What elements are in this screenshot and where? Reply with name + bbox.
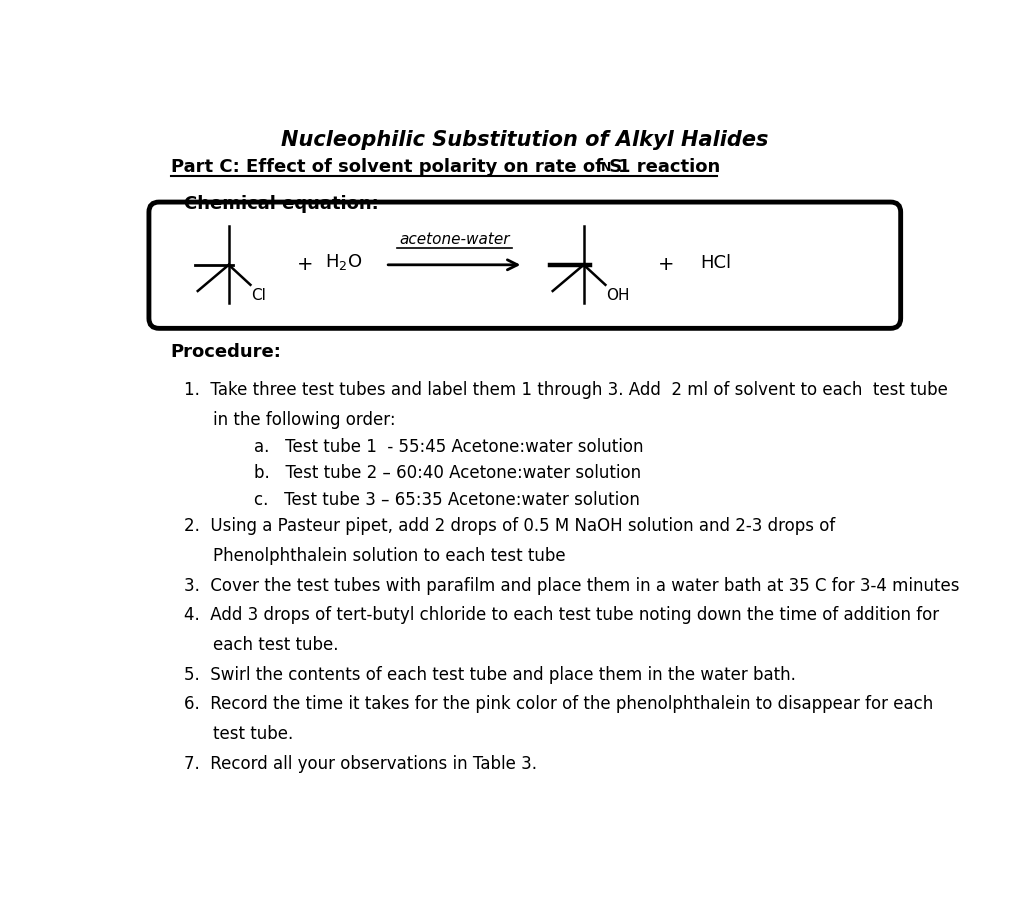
Text: N: N	[601, 161, 611, 174]
Text: each test tube.: each test tube.	[213, 636, 339, 654]
Text: Procedure:: Procedure:	[171, 343, 282, 361]
Text: Chemical equation:: Chemical equation:	[183, 196, 379, 214]
Text: Nucleophilic Substitution of Alkyl Halides: Nucleophilic Substitution of Alkyl Halid…	[282, 131, 768, 150]
Text: Phenolphthalein solution to each test tube: Phenolphthalein solution to each test tu…	[213, 547, 566, 565]
Text: 5.  Swirl the contents of each test tube and place them in the water bath.: 5. Swirl the contents of each test tube …	[183, 666, 796, 684]
Text: 7.  Record all your observations in Table 3.: 7. Record all your observations in Table…	[183, 754, 537, 772]
Text: b.   Test tube 2 – 60:40 Acetone:water solution: b. Test tube 2 – 60:40 Acetone:water sol…	[254, 464, 641, 482]
Text: 1.  Take three test tubes and label them 1 through 3. Add  2 ml of solvent to ea: 1. Take three test tubes and label them …	[183, 381, 947, 399]
Text: acetone-water: acetone-water	[399, 232, 510, 247]
Text: c.   Test tube 3 – 65:35 Acetone:water solution: c. Test tube 3 – 65:35 Acetone:water sol…	[254, 491, 639, 509]
Text: a.   Test tube 1  - 55:45 Acetone:water solution: a. Test tube 1 - 55:45 Acetone:water sol…	[254, 438, 643, 456]
Text: OH: OH	[606, 288, 630, 303]
Text: HCl: HCl	[699, 254, 731, 272]
Text: +: +	[658, 255, 675, 274]
Text: in the following order:: in the following order:	[213, 411, 396, 429]
Text: H$_2$O: H$_2$O	[325, 251, 362, 272]
Text: 4.  Add 3 drops of tert-butyl chloride to each test tube noting down the time of: 4. Add 3 drops of tert-butyl chloride to…	[183, 606, 939, 624]
Text: Part C: Effect of solvent polarity on rate of S: Part C: Effect of solvent polarity on ra…	[171, 159, 622, 177]
Text: Cl: Cl	[251, 288, 266, 303]
Text: 3.  Cover the test tubes with parafilm and place them in a water bath at 35 C fo: 3. Cover the test tubes with parafilm an…	[183, 577, 959, 595]
Text: 6.  Record the time it takes for the pink color of the phenolphthalein to disapp: 6. Record the time it takes for the pink…	[183, 696, 933, 714]
Text: test tube.: test tube.	[213, 725, 294, 743]
FancyBboxPatch shape	[148, 202, 901, 328]
Text: 1 reaction: 1 reaction	[617, 159, 720, 177]
Text: +: +	[297, 255, 313, 274]
Text: 2.  Using a Pasteur pipet, add 2 drops of 0.5 M NaOH solution and 2-3 drops of: 2. Using a Pasteur pipet, add 2 drops of…	[183, 517, 835, 535]
